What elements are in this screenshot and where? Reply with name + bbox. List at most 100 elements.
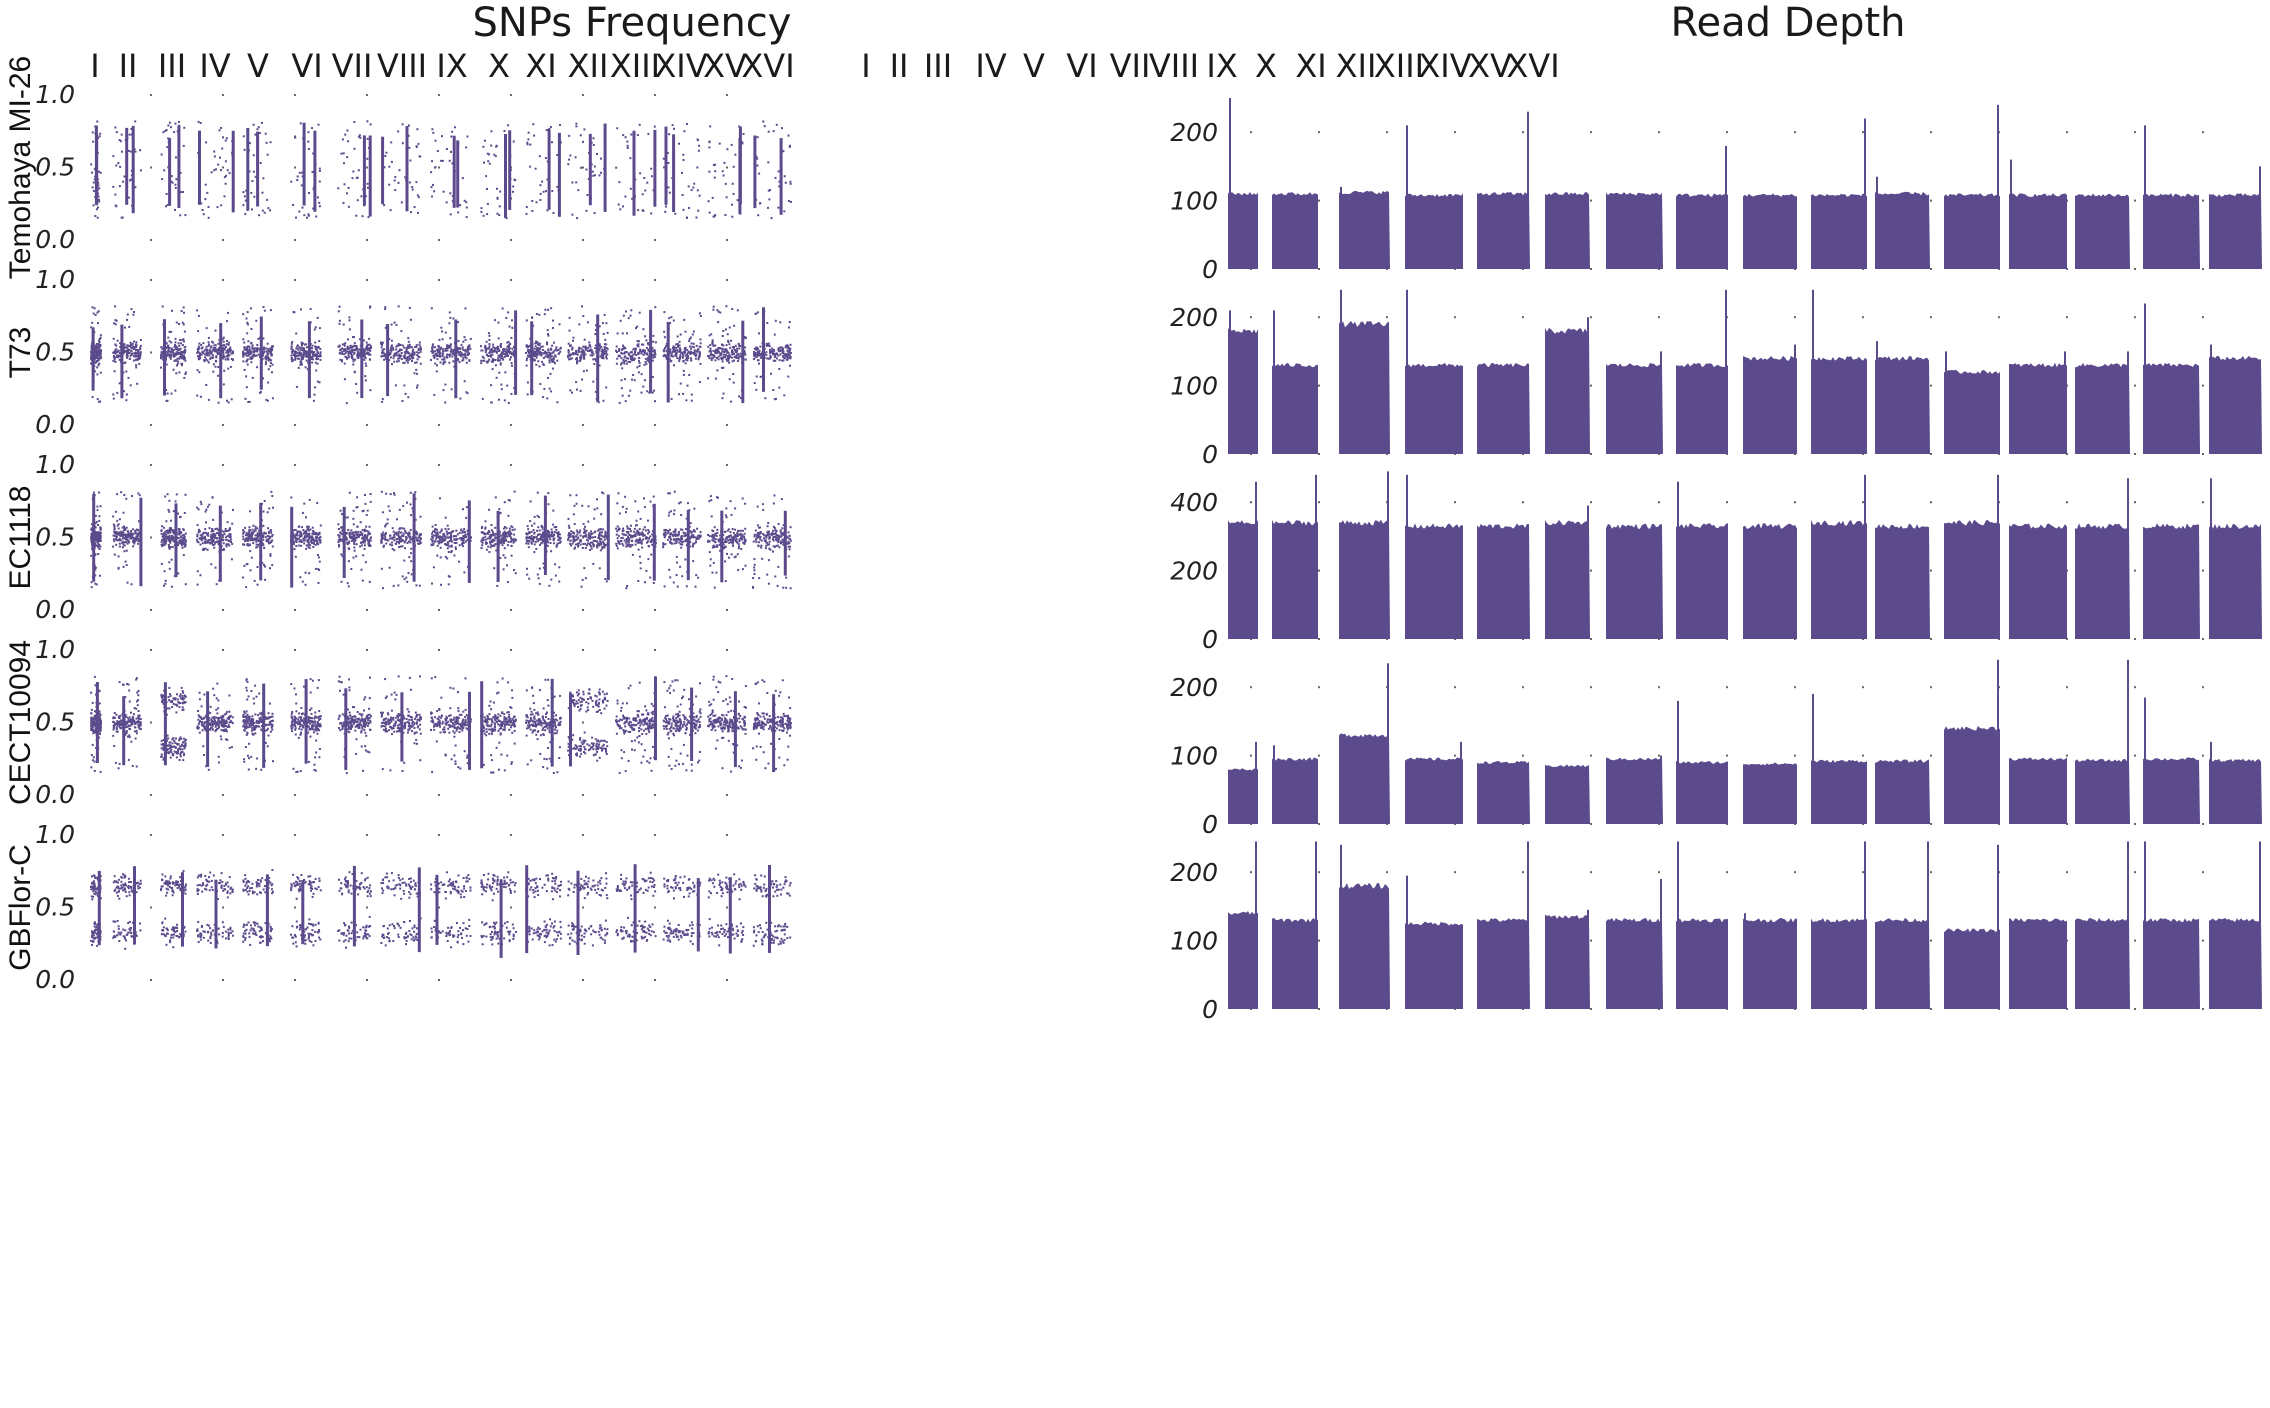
- snp-point: [576, 217, 579, 220]
- snp-point: [774, 176, 777, 179]
- snp-point: [640, 350, 643, 353]
- snp-point: [496, 359, 499, 361]
- grid-dot: [294, 464, 296, 466]
- snp-point: [173, 359, 176, 362]
- snp-point: [626, 140, 629, 143]
- snp-point: [256, 128, 259, 131]
- snp-point: [290, 347, 293, 350]
- snp-point: [293, 353, 296, 356]
- snp-point: [678, 340, 681, 343]
- snp-point: [693, 330, 695, 333]
- snp-point: [174, 352, 177, 355]
- sample-label: EC1118: [4, 486, 37, 590]
- snp-point: [356, 353, 359, 355]
- snp-point: [726, 148, 729, 151]
- snp-point: [643, 379, 646, 382]
- snp-point: [312, 207, 315, 210]
- snp-point: [164, 130, 167, 132]
- snp-point: [214, 534, 217, 537]
- snp-point: [688, 340, 691, 343]
- snp-point: [305, 352, 308, 355]
- snp-point: [124, 538, 127, 540]
- snp-point: [692, 342, 695, 345]
- snp-point: [719, 347, 722, 350]
- snp-point: [596, 153, 598, 155]
- snp-point: [436, 355, 438, 358]
- snp-point: [178, 528, 181, 531]
- snp-point: [571, 347, 574, 350]
- snp-point: [690, 359, 693, 362]
- snp-point: [601, 322, 604, 325]
- snp-point: [575, 352, 578, 354]
- snp-point: [343, 362, 346, 365]
- snp-point: [461, 346, 464, 349]
- snp-point: [668, 191, 671, 194]
- snp-point: [528, 352, 531, 354]
- snp-point: [721, 343, 723, 346]
- snp-point: [789, 356, 792, 358]
- snp-point: [512, 350, 515, 353]
- snp-point: [245, 586, 248, 589]
- snp-point: [125, 393, 128, 396]
- snp-streak: [174, 503, 178, 578]
- snp-point: [161, 305, 164, 308]
- snp-point: [619, 319, 622, 322]
- snp-point: [319, 353, 322, 356]
- snp-point: [734, 350, 737, 353]
- snp-point: [403, 351, 406, 354]
- snp-chromosome-label: XII: [568, 47, 609, 85]
- snp-point: [407, 340, 410, 343]
- snp-point: [550, 352, 552, 355]
- snp-point: [450, 350, 453, 353]
- snp-point: [651, 356, 654, 359]
- snp-point: [654, 353, 657, 356]
- snp-point: [369, 349, 371, 352]
- grid-dot: [438, 279, 440, 281]
- snp-point: [266, 342, 269, 345]
- snp-point: [117, 356, 120, 359]
- snp-point: [507, 124, 510, 127]
- snp-point: [309, 528, 312, 531]
- snp-point: [768, 345, 771, 348]
- snp-point: [508, 351, 511, 353]
- snp-point: [603, 345, 606, 348]
- snp-point: [199, 500, 202, 503]
- snp-point: [250, 536, 253, 539]
- snp-point: [118, 139, 121, 142]
- snp-point: [636, 344, 639, 347]
- snp-point: [207, 351, 210, 354]
- snp-point: [174, 343, 176, 346]
- snp-point: [114, 323, 117, 326]
- snp-point: [296, 179, 299, 181]
- snp-point: [225, 351, 228, 354]
- snp-point: [623, 378, 626, 381]
- snp-point: [242, 191, 245, 194]
- snp-point: [160, 153, 163, 156]
- snp-point: [317, 581, 320, 584]
- snp-point: [654, 306, 657, 309]
- snp-streak: [256, 131, 260, 207]
- snp-point: [305, 547, 308, 550]
- snp-point: [731, 346, 734, 349]
- snp-point: [466, 347, 469, 350]
- snp-point: [123, 494, 126, 496]
- snp-point: [98, 538, 101, 541]
- snp-point: [548, 356, 551, 359]
- snp-point: [310, 358, 313, 360]
- snp-point: [347, 585, 350, 588]
- grid-dot: [150, 351, 152, 354]
- snp-point: [248, 526, 251, 529]
- snp-point: [198, 342, 201, 345]
- snp-point: [122, 351, 125, 354]
- snp-point: [550, 347, 553, 350]
- snp-point: [366, 509, 369, 512]
- snp-point: [507, 402, 510, 404]
- snp-point: [344, 348, 347, 351]
- snp-point: [708, 146, 711, 149]
- snp-point: [401, 142, 404, 145]
- snp-point: [356, 355, 359, 358]
- snp-point: [632, 359, 635, 362]
- snp-point: [688, 345, 691, 348]
